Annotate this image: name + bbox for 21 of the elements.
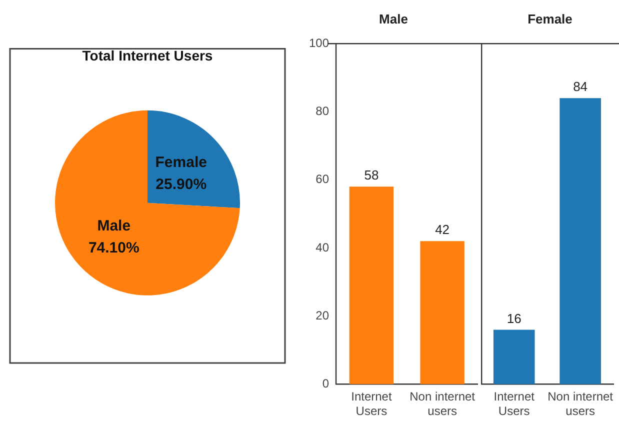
- chart-title: Female: [528, 11, 572, 26]
- data-label: 25.90%: [156, 176, 207, 194]
- y-tick-label: 0: [322, 376, 330, 391]
- data-label: 84: [573, 79, 588, 94]
- x-tick-label: Internet Users: [351, 390, 392, 418]
- x-tick-label: Internet Users: [494, 390, 536, 418]
- slice-label: Male: [97, 218, 131, 235]
- chart-title: Male: [379, 11, 408, 26]
- y-tick-label: 20: [316, 308, 330, 322]
- chart-title: Total Internet Users: [82, 47, 213, 64]
- data-label: 16: [506, 310, 522, 326]
- y-tick-label: 60: [316, 172, 330, 186]
- y-tick-label: 80: [316, 104, 330, 118]
- data-label: 42: [435, 222, 450, 238]
- data-label: 58: [364, 168, 379, 183]
- y-tick-label: 40: [316, 240, 330, 254]
- y-tick-label: 100: [308, 36, 330, 50]
- x-tick-label: Non internet users: [548, 390, 614, 418]
- data-label: 74.10%: [88, 240, 140, 257]
- slice-label: Female: [155, 154, 207, 172]
- x-tick-label: Non internet users: [410, 390, 476, 418]
